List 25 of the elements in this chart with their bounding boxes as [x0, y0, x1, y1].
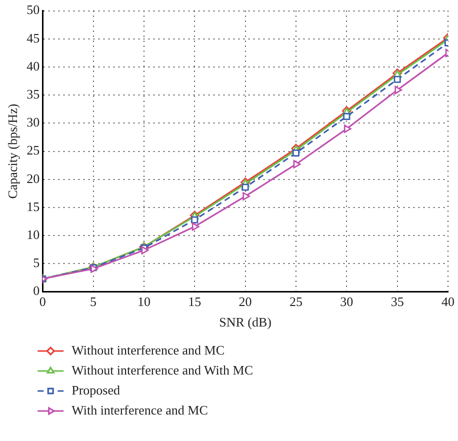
y-tick-label: 0 [33, 283, 40, 298]
y-tick-label: 40 [26, 58, 40, 74]
y-tick-label: 5 [33, 255, 40, 270]
y-tick-label: 25 [26, 142, 40, 158]
legend-label: Proposed [72, 382, 120, 398]
y-tick-label: 45 [26, 30, 40, 46]
y-tick-label: 50 [26, 2, 40, 18]
x-tick-label: 25 [289, 294, 302, 310]
x-tick-label: 5 [90, 294, 97, 310]
x-tick-label: 10 [137, 294, 150, 310]
x-tick-label: 30 [340, 294, 354, 310]
legend-label: With interference and MC [72, 402, 208, 418]
legend-label: Without interference and With MC [72, 362, 253, 378]
x-tick-label: 15 [188, 294, 202, 310]
y-tick-label: 20 [26, 170, 40, 186]
y-axis-title: Capacity (bps/Hz) [5, 104, 20, 199]
x-axis-title: SNR (dB) [219, 314, 272, 330]
y-tick-label: 10 [26, 227, 40, 242]
x-tick-label: 20 [238, 294, 252, 310]
y-tick-label: 35 [26, 86, 40, 102]
y-tick-label: 15 [26, 198, 40, 214]
legend-label: Without interference and MC [72, 342, 225, 358]
y-tick-label: 30 [26, 114, 40, 130]
x-tick-label: 40 [442, 294, 454, 310]
x-tick-label: 35 [390, 294, 404, 310]
